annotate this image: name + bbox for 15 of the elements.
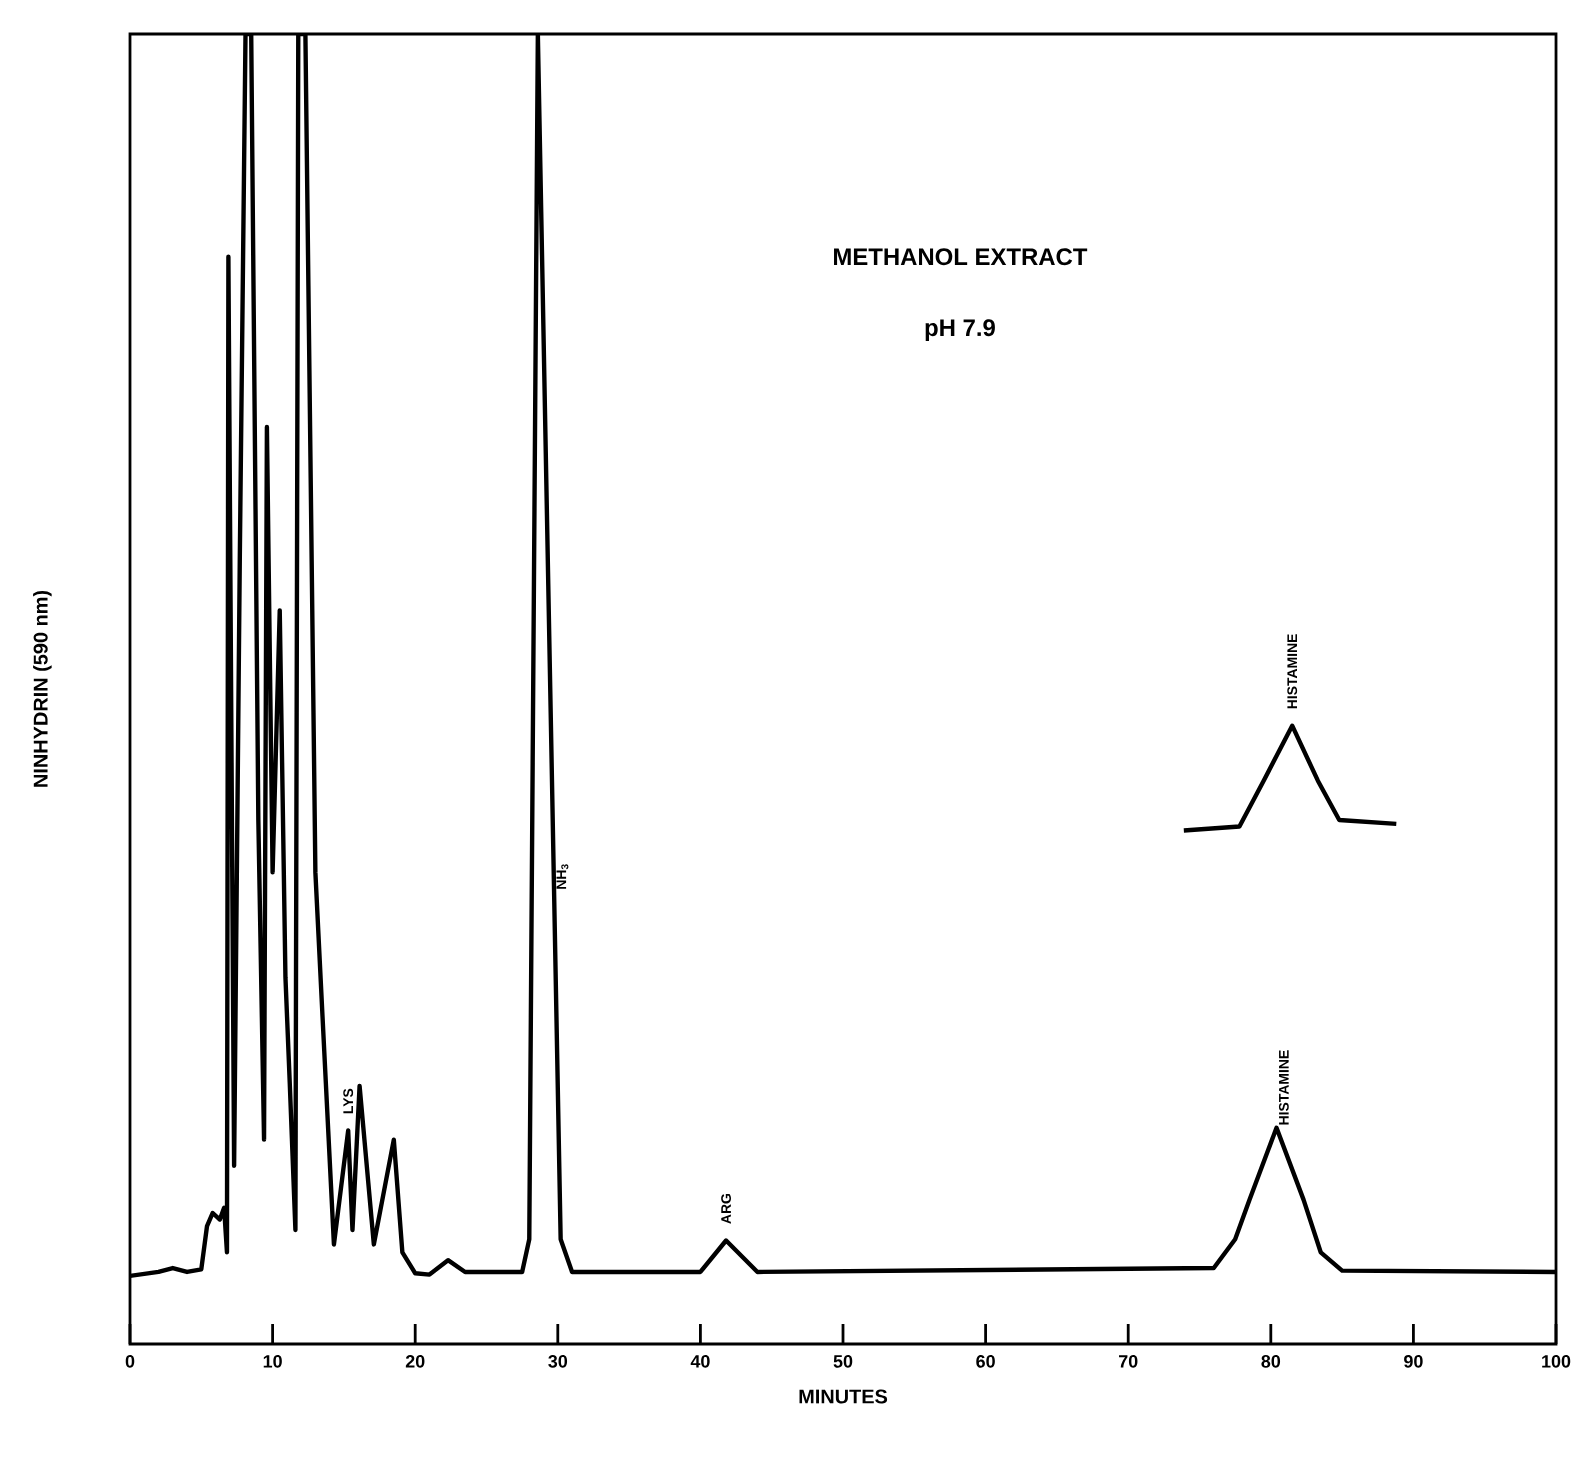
text: METHANOL EXTRACT bbox=[834, 248, 1088, 266]
y-axis-title: NINHYDRIN (590 nm) bbox=[33, 590, 52, 787]
x-tick-label: 60 bbox=[976, 1355, 995, 1368]
x-tick-label: 100 bbox=[1542, 1355, 1571, 1368]
x-tick-label: 30 bbox=[548, 1355, 568, 1368]
x-tick-label: 90 bbox=[1404, 1355, 1423, 1368]
text: pH 7.9 bbox=[925, 319, 995, 341]
x-tick-label: 50 bbox=[833, 1355, 853, 1368]
x-tick-label: 0 bbox=[125, 1355, 135, 1368]
x-axis-title: MINUTES bbox=[799, 1389, 888, 1404]
x-tick-label: 20 bbox=[405, 1355, 425, 1368]
x-tick-label: 10 bbox=[263, 1355, 282, 1368]
x-tick-label: 80 bbox=[1261, 1355, 1281, 1368]
x-tick-label: 40 bbox=[690, 1355, 710, 1368]
x-tick-label: 70 bbox=[1119, 1355, 1138, 1368]
